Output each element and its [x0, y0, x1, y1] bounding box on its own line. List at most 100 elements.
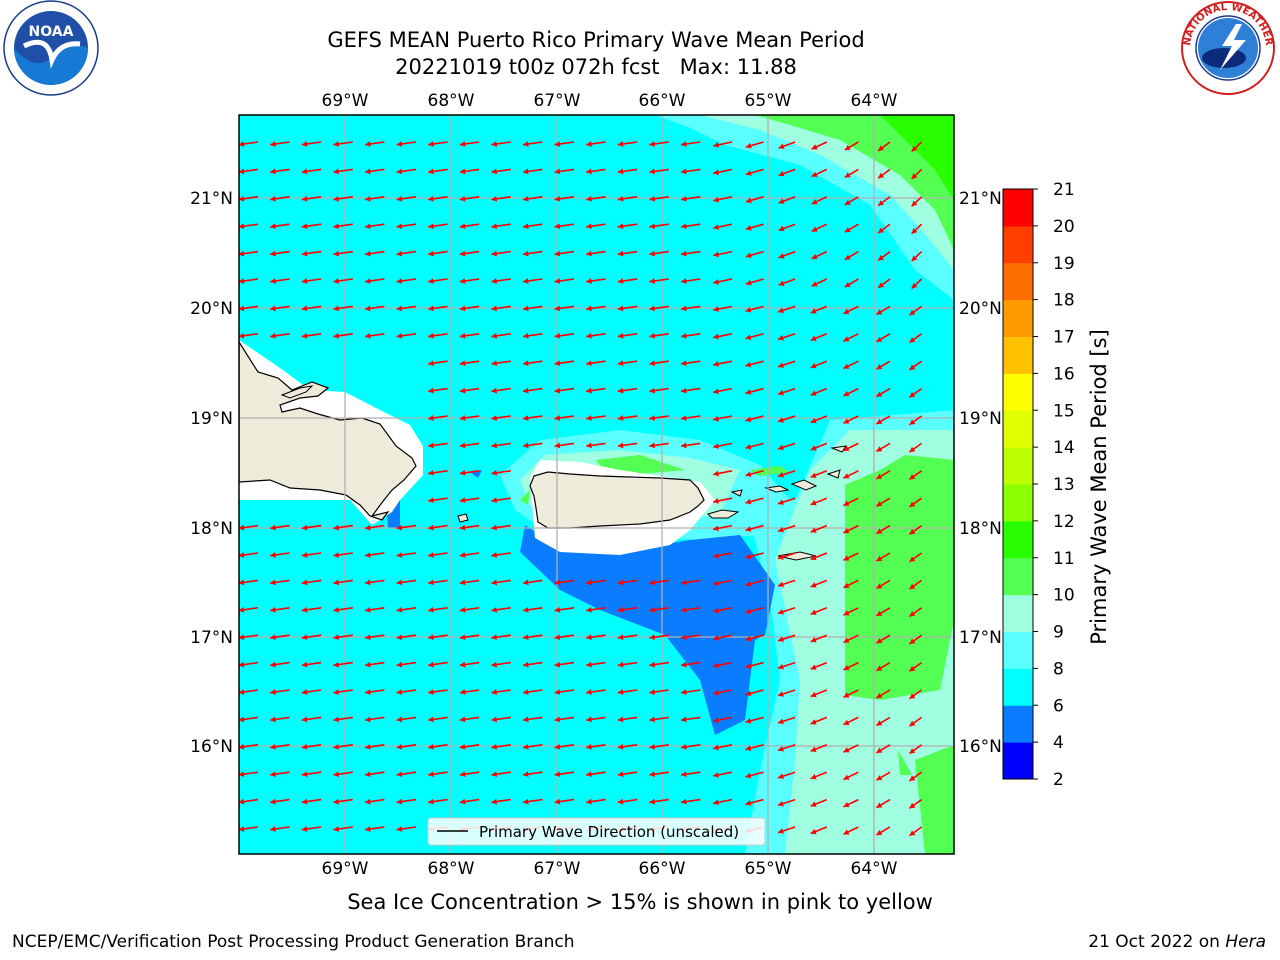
- wave-arrow-head: [239, 661, 245, 668]
- wave-arrow-head: [649, 579, 656, 586]
- wave-arrow-head: [554, 442, 561, 449]
- wave-arrow-head: [649, 278, 656, 284]
- wave-arrow-head: [554, 305, 561, 312]
- wave-arrow-head: [617, 141, 624, 147]
- wave-arrow-shaft: [255, 853, 258, 854]
- wave-arrow-head: [554, 771, 561, 778]
- wave-arrow-head: [586, 579, 592, 586]
- wave-arrow-head: [617, 415, 624, 421]
- wave-arrow-head: [396, 606, 403, 613]
- wave-arrow-head: [396, 579, 403, 586]
- wave-arrow-head: [713, 635, 719, 641]
- wave-arrow-head: [909, 309, 916, 316]
- wave-arrow-head: [876, 391, 883, 397]
- colorbar-tick-label: 11: [1053, 549, 1075, 569]
- wave-arrow-head: [878, 200, 885, 206]
- wave-arrow-head: [333, 743, 340, 750]
- wave-arrow-head: [270, 278, 276, 284]
- lon-label-top: 67°W: [534, 91, 581, 111]
- wave-arrow-head: [713, 361, 719, 367]
- wave-arrow-head: [491, 743, 498, 750]
- wave-arrow-head: [554, 168, 561, 175]
- colorbar-tick-label: 18: [1053, 291, 1075, 311]
- wave-arrow-head: [333, 250, 340, 257]
- wave-arrow-head: [909, 611, 916, 617]
- wave-arrow-head: [745, 772, 752, 779]
- wave-arrow-head: [523, 579, 529, 586]
- wave-arrow-head: [649, 689, 656, 695]
- wave-arrow-head: [878, 172, 885, 179]
- wave-arrow-head: [878, 227, 885, 234]
- colorbar-tick-label: 12: [1053, 512, 1075, 532]
- wave-arrow-head: [876, 775, 883, 781]
- chart-subtitle: 20221019 t00z 072h fcst Max: 11.88: [395, 55, 797, 79]
- wave-arrow-head: [270, 689, 276, 695]
- wave-arrow-head: [617, 716, 624, 723]
- wave-arrow-head: [365, 689, 371, 695]
- wave-arrow-head: [909, 665, 916, 672]
- wave-arrow-head: [909, 830, 916, 836]
- wave-arrow-head: [681, 661, 687, 668]
- wave-arrow-head: [523, 743, 529, 750]
- wave-arrow-head: [396, 798, 403, 805]
- wave-arrow-head: [428, 552, 434, 558]
- wave-arrow-head: [396, 223, 403, 230]
- wave-arrow-head: [239, 771, 245, 778]
- wave-arrow-head: [909, 391, 916, 398]
- wave-arrow-head: [523, 689, 529, 695]
- wave-arrow-head: [649, 415, 656, 421]
- wave-arrow-head: [843, 418, 850, 424]
- footer-producer: NCEP/EMC/Verification Post Processing Pr…: [12, 932, 575, 952]
- map-legend-label: Primary Wave Direction (unscaled): [479, 823, 739, 841]
- wave-arrow-head: [459, 387, 466, 394]
- wave-arrow-head: [333, 826, 340, 832]
- wave-arrow-head: [586, 195, 592, 202]
- wave-arrow-head: [617, 360, 624, 367]
- colorbar-tick-label: 10: [1053, 586, 1075, 606]
- wave-arrow-head: [396, 524, 403, 531]
- wave-arrow-head: [491, 332, 498, 339]
- wave-arrow-head: [681, 278, 687, 284]
- wave-arrow-head: [713, 196, 720, 203]
- wave-arrow-head: [843, 308, 850, 314]
- lat-label-left: 16°N: [190, 737, 233, 757]
- wave-arrow-head: [844, 144, 851, 151]
- wave-arrow-head: [649, 250, 656, 257]
- wave-arrow-head: [713, 279, 720, 285]
- wave-arrow-head: [301, 223, 308, 230]
- wave-arrow-head: [459, 223, 466, 230]
- wave-arrow-head: [333, 634, 340, 641]
- wave-arrow-head: [586, 716, 592, 723]
- wave-arrow-head: [649, 305, 656, 312]
- wave-arrow-head: [843, 802, 850, 808]
- wave-arrow-head: [333, 195, 340, 202]
- wave-arrow-head: [239, 332, 245, 339]
- wave-arrow-head: [617, 250, 624, 257]
- lon-label-top: 66°W: [639, 91, 686, 111]
- wave-arrow-head: [523, 606, 529, 613]
- colorbar-tick-label: 15: [1053, 401, 1075, 421]
- wave-arrow-shaft: [413, 853, 416, 854]
- wave-arrow-head: [909, 446, 916, 453]
- wave-arrow-head: [301, 579, 308, 586]
- national-weather-service-logo: NATIONAL WEATHER SERVICE: [1176, 0, 1275, 95]
- wave-arrow-head: [301, 250, 308, 257]
- wave-arrow-head: [523, 223, 529, 230]
- wave-arrow-head: [649, 332, 656, 339]
- wave-arrow-head: [745, 608, 752, 614]
- lat-label-left: 20°N: [190, 299, 233, 319]
- wave-arrow-head: [586, 634, 592, 641]
- wave-arrow-head: [811, 226, 818, 232]
- wave-arrow-head: [778, 718, 784, 725]
- wave-arrow-head: [428, 743, 434, 750]
- wave-arrow-head: [810, 308, 817, 314]
- wave-arrow-head: [843, 445, 850, 451]
- wave-arrow-head: [617, 278, 624, 284]
- wave-arrow-head: [365, 743, 371, 750]
- wave-arrow-head: [810, 828, 817, 835]
- wave-arrow-head: [745, 690, 752, 697]
- wave-arrow-head: [713, 607, 719, 614]
- wave-arrow-head: [491, 606, 498, 613]
- wave-arrow-head: [491, 524, 498, 531]
- wave-arrow-head: [333, 332, 340, 339]
